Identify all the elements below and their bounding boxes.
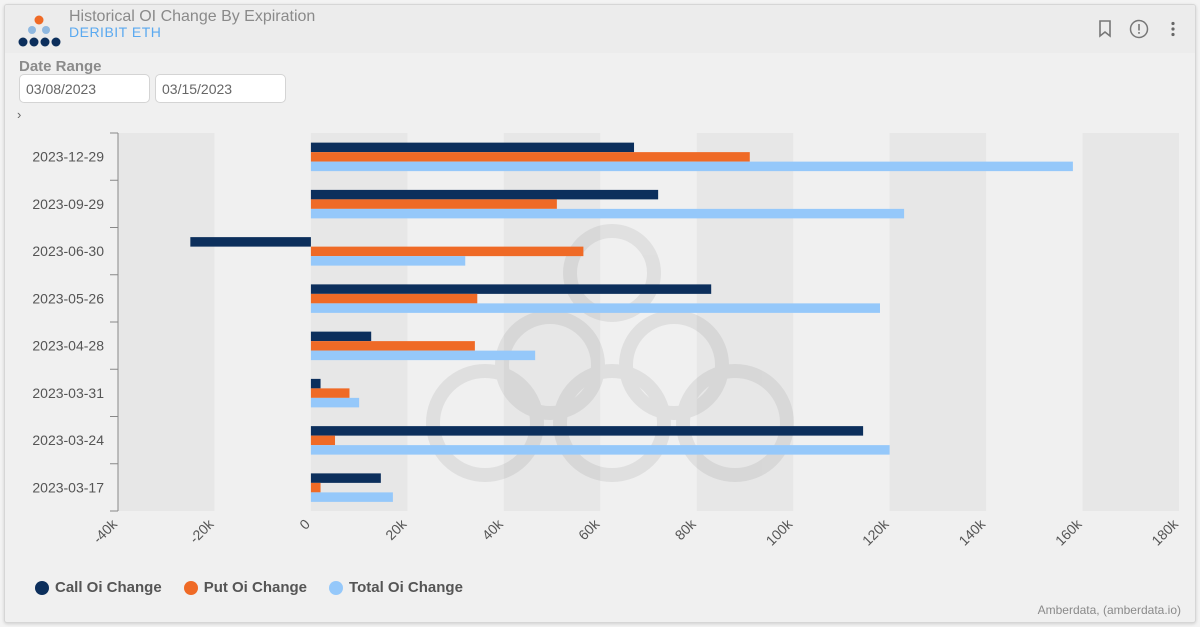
bar-total (310, 256, 466, 266)
x-tick-label: 0 (296, 516, 313, 533)
x-tick-label: 140k (955, 515, 988, 548)
bar-call (310, 378, 321, 389)
bar-put (310, 341, 475, 351)
legend-item-put[interactable]: Put Oi Change (183, 579, 308, 596)
bar-call (310, 284, 712, 294)
x-tick-label: 60k (575, 515, 603, 543)
x-tick-label: 80k (672, 515, 700, 543)
bar-put (310, 388, 350, 398)
info-icon[interactable] (1129, 19, 1149, 39)
oi-change-bar-chart: 2023-12-29 2023-09-29 2023-06-30 2023-05-26… (32, 132, 1182, 549)
legend-label-call: Call Oi Change (55, 579, 162, 596)
grid-band (118, 133, 215, 511)
x-tick-label: 40k (479, 515, 507, 543)
legend-item-total[interactable]: Total Oi Change (329, 579, 463, 596)
bookmark-icon[interactable] (1095, 19, 1115, 39)
bar-total (310, 445, 890, 455)
watermark-logo-icon (426, 224, 794, 482)
bar-put (310, 482, 321, 493)
bar-total (310, 208, 905, 219)
exchange-subtitle: DERIBIT ETH (69, 24, 162, 40)
y-tick-label: 2023-05-26 (32, 290, 104, 306)
y-tick-label: 2023-09-29 (32, 196, 104, 212)
bar-call (310, 331, 372, 342)
expand-filters-toggle[interactable]: › (17, 107, 22, 122)
bar-call (310, 473, 381, 483)
legend-item-call[interactable]: Call Oi Change (35, 579, 162, 596)
legend-swatch-call (35, 580, 49, 595)
bar-put (310, 246, 584, 257)
start-date-input[interactable] (19, 74, 150, 103)
x-tick-label: 180k (1148, 515, 1181, 548)
bar-total (310, 161, 1073, 172)
watermark-ring (563, 224, 661, 322)
bar-put (310, 152, 750, 162)
watermark-ring (426, 364, 544, 482)
more-vertical-icon[interactable] (1163, 19, 1183, 39)
bar-call (310, 142, 635, 153)
x-tick-label: -20k (186, 515, 217, 546)
amberdata-logo-icon (18, 15, 61, 47)
bar-call (190, 237, 311, 247)
watermark-ring (553, 364, 671, 482)
bar-put (310, 199, 557, 209)
legend-label-total: Total Oi Change (349, 579, 463, 596)
watermark-ring (619, 310, 729, 420)
watermark-ring (676, 364, 794, 482)
y-tick-label: 2023-03-17 (32, 479, 104, 495)
grid-band (1082, 133, 1179, 511)
legend-label-put: Put Oi Change (203, 579, 308, 596)
x-tick-label: 100k (763, 515, 796, 548)
y-tick-label: 2023-03-24 (32, 432, 104, 448)
header-actions (1095, 19, 1183, 39)
bar-call (310, 426, 864, 436)
bar-put (310, 293, 478, 304)
legend-swatch-total (329, 580, 344, 595)
end-date-input[interactable] (155, 74, 286, 103)
y-tick-label: 2023-04-28 (32, 338, 104, 354)
bar-total (310, 397, 360, 408)
bar-total (310, 303, 880, 313)
grid-band (889, 133, 987, 511)
bar-put (310, 435, 336, 446)
x-tick-label: 120k (859, 515, 892, 548)
y-tick-label: 2023-06-30 (32, 243, 104, 259)
chart-card: Historical OI Change By Expiration DERIB… (4, 4, 1196, 623)
bar-call (310, 189, 659, 200)
date-range-label: Date Range (19, 58, 102, 75)
bar-total (310, 492, 393, 502)
y-tick-label: 2023-03-31 (32, 385, 104, 401)
y-tick-label: 2023-12-29 (32, 149, 104, 165)
card-header: Historical OI Change By Expiration DERIB… (5, 5, 1195, 53)
bar-total (310, 350, 536, 361)
legend-swatch-put (183, 580, 198, 595)
data-credit: Amberdata, (amberdata.io) (1037, 603, 1181, 617)
x-tick-label: 160k (1052, 515, 1085, 548)
watermark-ring (495, 310, 605, 420)
chart-legend: Call Oi Change Put Oi Change Total Oi Ch… (35, 579, 463, 596)
x-tick-label: -40k (90, 515, 121, 546)
chart-title: Historical OI Change By Expiration (69, 8, 316, 25)
x-tick-label: 20k (382, 515, 410, 543)
